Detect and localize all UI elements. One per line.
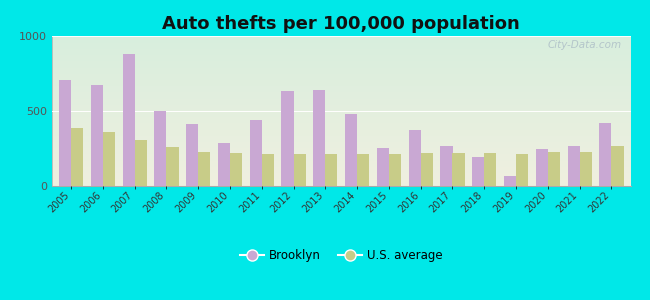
Bar [91, 85, 103, 186]
Bar [123, 54, 135, 186]
Bar [357, 154, 369, 186]
Bar [599, 123, 612, 186]
Bar [262, 154, 274, 186]
Bar [484, 153, 497, 186]
Bar [313, 90, 326, 186]
Title: Auto thefts per 100,000 population: Auto thefts per 100,000 population [162, 15, 520, 33]
Bar [294, 154, 306, 186]
Bar [441, 146, 452, 186]
Bar [504, 176, 516, 186]
Bar [377, 148, 389, 186]
Bar [326, 154, 337, 186]
Bar [166, 147, 179, 186]
Bar [516, 154, 528, 186]
Bar [154, 111, 166, 186]
Bar [281, 91, 294, 186]
Bar [59, 80, 71, 186]
Bar [218, 142, 230, 186]
Bar [409, 130, 421, 186]
Bar [580, 152, 592, 186]
Bar [103, 132, 115, 186]
Bar [198, 152, 211, 186]
Bar [421, 153, 433, 186]
Bar [536, 149, 548, 186]
Bar [250, 120, 262, 186]
Text: City-Data.com: City-Data.com [548, 40, 622, 50]
Bar [71, 128, 83, 186]
Bar [389, 154, 401, 186]
Bar [612, 146, 623, 186]
Bar [230, 153, 242, 186]
Bar [452, 153, 465, 186]
Legend: Brooklyn, U.S. average: Brooklyn, U.S. average [235, 245, 447, 267]
Bar [186, 124, 198, 186]
Bar [345, 114, 357, 186]
Bar [472, 157, 484, 186]
Bar [135, 140, 147, 186]
Bar [548, 152, 560, 186]
Bar [567, 146, 580, 186]
